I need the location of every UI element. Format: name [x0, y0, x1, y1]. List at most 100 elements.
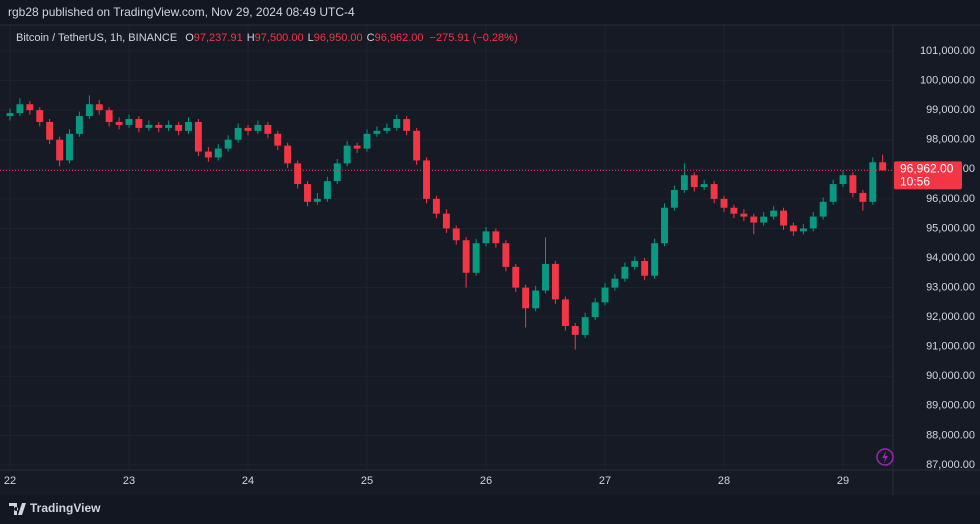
- candle-body: [690, 175, 698, 188]
- publish-info: rgb28 published on TradingView.com, Nov …: [8, 5, 355, 19]
- candle-body: [472, 243, 480, 273]
- candle-body: [849, 175, 857, 193]
- candle-body: [680, 175, 688, 190]
- x-tick-label: 23: [123, 475, 135, 487]
- y-tick-label: 100,000.00: [920, 74, 975, 86]
- candle-body: [423, 160, 430, 199]
- candle-body: [432, 198, 440, 214]
- candle-body: [244, 127, 252, 131]
- brand-logo: [9, 503, 26, 515]
- candle-body: [383, 127, 391, 131]
- candle-body: [393, 119, 401, 128]
- y-tick-label: 92,000.00: [926, 311, 975, 323]
- candle-body: [56, 139, 64, 161]
- candle-body: [75, 116, 83, 134]
- candle-body: [760, 216, 768, 223]
- candle-body: [26, 104, 34, 111]
- candle-body: [452, 228, 460, 241]
- candle-body: [373, 130, 381, 134]
- candle-body: [561, 299, 569, 327]
- ohlc-legend: Bitcoin / TetherUS, 1h, BINANCE O97,237.9…: [16, 32, 518, 44]
- candle-body: [234, 127, 242, 140]
- last-price-box: [894, 161, 962, 190]
- candle-body: [155, 124, 163, 128]
- candle-body: [185, 121, 192, 131]
- y-tick-label: 89,000.00: [926, 400, 975, 412]
- plot-background: [0, 25, 980, 495]
- candle-body: [115, 121, 123, 125]
- candle-body: [859, 192, 867, 202]
- y-tick-label: 88,000.00: [926, 429, 975, 441]
- candle-body: [284, 145, 292, 164]
- candle-body: [780, 210, 787, 226]
- candle-body: [165, 124, 173, 128]
- candle-body: [323, 181, 331, 199]
- x-tick-label: 26: [480, 475, 492, 487]
- candle-body: [413, 130, 421, 161]
- y-tick-label: 94,000.00: [926, 252, 975, 264]
- candle-body: [66, 133, 73, 161]
- x-tick-label: 28: [718, 475, 730, 487]
- candle-body: [105, 110, 113, 122]
- candle-body: [135, 119, 143, 128]
- legend-key: C: [367, 32, 375, 44]
- candle-body: [551, 263, 559, 300]
- candle-body: [670, 189, 678, 208]
- candle-body: [789, 225, 797, 232]
- y-tick-label: 99,000.00: [926, 104, 975, 116]
- candle-body: [442, 213, 450, 229]
- candle-body: [700, 184, 708, 188]
- candle-body: [125, 119, 133, 125]
- candle-body: [869, 162, 877, 202]
- candle-body: [631, 260, 639, 267]
- brand-name: TradingView: [30, 501, 101, 515]
- candle-body: [6, 113, 14, 117]
- legend-value: 96,950.00: [314, 32, 363, 44]
- candle-body: [294, 163, 302, 185]
- symbol: Bitcoin / TetherUS, 1h, BINANCE: [16, 32, 177, 44]
- candle-body: [313, 198, 321, 202]
- candle-body: [194, 121, 202, 152]
- candle-body: [353, 145, 361, 149]
- candle-body: [274, 133, 282, 146]
- candle-body: [651, 243, 659, 276]
- grid: [0, 25, 893, 470]
- candle-body: [85, 104, 93, 117]
- legend-value: 97,500.00: [255, 32, 304, 44]
- candle-body: [224, 139, 232, 149]
- candle-body: [462, 240, 470, 273]
- candle-body: [264, 124, 272, 134]
- candle-body: [492, 231, 500, 244]
- candle-body: [46, 121, 54, 140]
- y-tick-label: 95,000.00: [926, 222, 975, 234]
- candle-body: [145, 124, 153, 128]
- y-tick-label: 87,000.00: [926, 459, 975, 471]
- candle-body: [542, 263, 549, 291]
- candle-body: [641, 260, 649, 276]
- candle-body: [710, 184, 718, 199]
- candle-body: [254, 124, 262, 131]
- candle-body: [204, 151, 212, 158]
- candle-body: [621, 266, 629, 279]
- candle-body: [601, 287, 609, 303]
- candle-body: [16, 104, 24, 114]
- candle-body: [809, 216, 817, 229]
- candle-body: [720, 198, 728, 208]
- x-tick-label: 27: [599, 475, 611, 487]
- candles: [6, 95, 887, 350]
- candle-body: [175, 124, 183, 131]
- x-tick-label: 25: [361, 475, 373, 487]
- change: −275.91 (−0.28%): [430, 32, 518, 44]
- candle-body: [502, 243, 510, 267]
- candle-body: [879, 162, 887, 171]
- y-tick-label: 96,000.00: [926, 193, 975, 205]
- candle-body: [750, 216, 758, 223]
- legend-key: O: [185, 32, 194, 44]
- candle-body: [661, 207, 668, 244]
- legend-key: H: [247, 32, 255, 44]
- candle-body: [730, 207, 738, 214]
- y-tick-label: 93,000.00: [926, 281, 975, 293]
- x-tick-label: 29: [837, 475, 849, 487]
- alert-icon: [876, 448, 894, 466]
